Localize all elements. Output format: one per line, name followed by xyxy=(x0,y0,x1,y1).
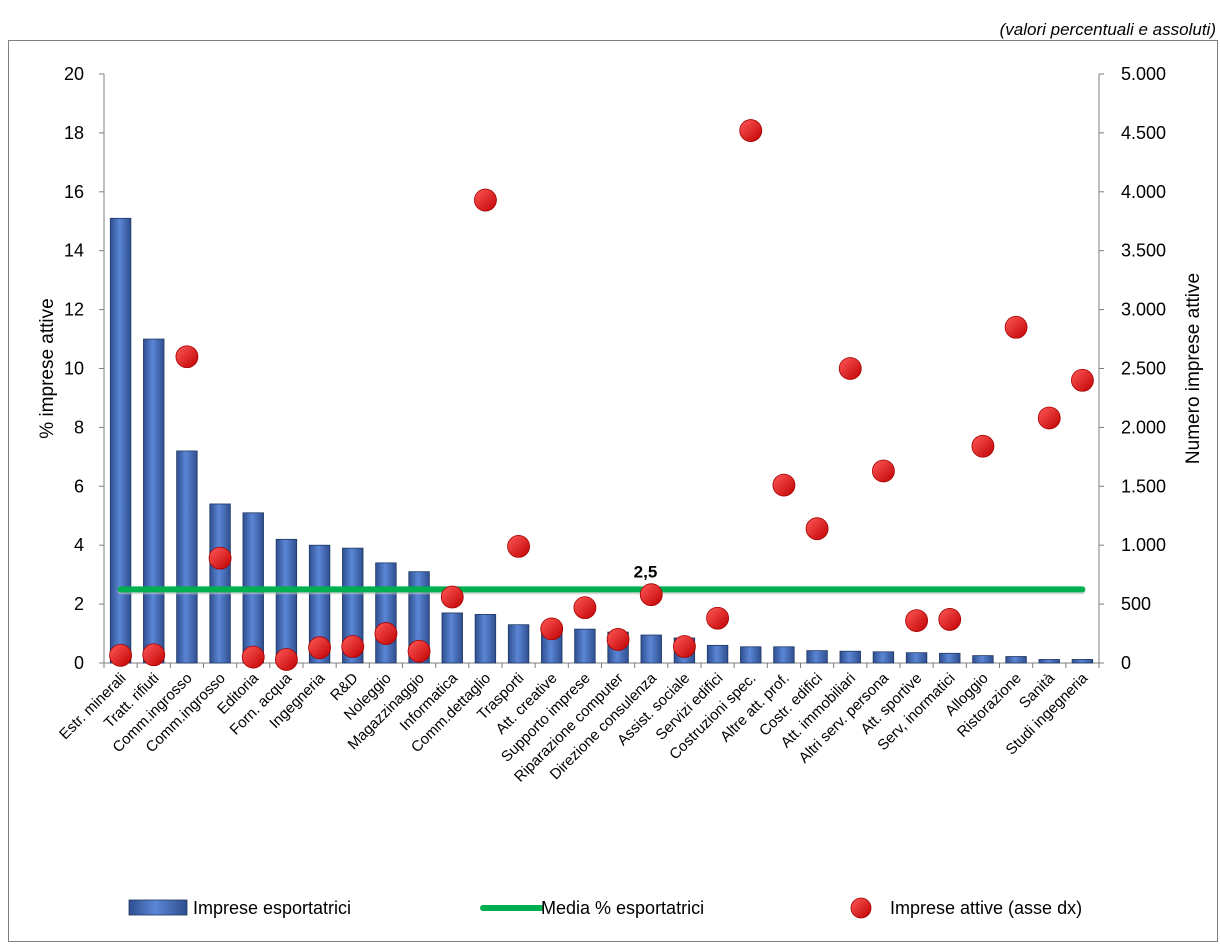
point xyxy=(905,609,928,632)
point xyxy=(739,119,763,142)
bar xyxy=(773,646,795,664)
point xyxy=(872,459,895,483)
bar xyxy=(1038,659,1060,664)
point xyxy=(1004,315,1028,339)
bar xyxy=(740,646,762,664)
point xyxy=(606,628,630,651)
bar xyxy=(308,544,331,664)
point xyxy=(341,635,365,658)
y-tick-label-right: 2.000 xyxy=(1121,417,1166,437)
legend-label-points: Imprese attive (asse dx) xyxy=(890,898,1082,918)
legend-label-bars: Imprese esportatrici xyxy=(193,898,351,918)
point xyxy=(838,357,862,380)
point xyxy=(938,608,962,631)
point xyxy=(706,606,729,630)
point xyxy=(275,648,298,671)
y-axis-title-left: % imprese attive xyxy=(37,298,58,438)
units-note: (valori percentuali e assoluti) xyxy=(999,20,1216,39)
point xyxy=(308,636,331,660)
bar xyxy=(939,652,961,664)
y-tick-label-right: 0 xyxy=(1121,653,1131,673)
point xyxy=(440,585,464,609)
chart-frame: 0 2 4 6 8 10 12 14 16 18 20 0 500 1.000 1.500 2.000 2.50… xyxy=(8,40,1218,942)
point xyxy=(474,188,497,212)
bar xyxy=(143,338,165,664)
point xyxy=(639,583,663,607)
bar xyxy=(1071,659,1094,664)
bar xyxy=(209,503,231,664)
point xyxy=(1071,368,1094,392)
y-tick-label-right: 5.000 xyxy=(1121,64,1166,84)
y-tick-label-left: 16 xyxy=(64,182,84,202)
bar xyxy=(706,644,729,664)
y-tick-label-left: 6 xyxy=(74,476,84,496)
bar xyxy=(905,652,928,664)
bar xyxy=(872,651,895,664)
y-tick-label-left: 12 xyxy=(64,300,84,320)
y-tick-label-left: 14 xyxy=(64,241,84,261)
bar xyxy=(806,650,828,664)
point xyxy=(540,617,564,641)
y-tick-label-right: 500 xyxy=(1121,594,1151,614)
point xyxy=(241,645,265,669)
bar xyxy=(441,612,463,664)
point xyxy=(507,534,530,558)
y-tick-label-left: 8 xyxy=(74,417,84,437)
y-tick-label-left: 18 xyxy=(64,123,84,143)
bar xyxy=(176,450,198,664)
y-axis-title-right: Numero imprese attive xyxy=(1183,273,1204,464)
point xyxy=(142,643,166,667)
chart-canvas: 0 2 4 6 8 10 12 14 16 18 20 0 500 1.000 1.500 2.000 2.50… xyxy=(37,64,1204,919)
bar xyxy=(275,538,298,664)
bar xyxy=(507,624,530,664)
y-tick-label-right: 4.500 xyxy=(1121,123,1166,143)
bar xyxy=(342,547,364,664)
point xyxy=(175,345,199,369)
y-tick-label-left: 10 xyxy=(64,359,84,379)
y-tick-label-right: 1.500 xyxy=(1121,476,1166,496)
bar xyxy=(1005,656,1027,664)
legend-swatch-points xyxy=(850,897,872,919)
bar xyxy=(839,650,861,664)
point xyxy=(1037,406,1061,430)
point xyxy=(971,434,995,458)
point xyxy=(673,635,696,658)
point xyxy=(407,639,431,663)
y-tick-label-left: 0 xyxy=(74,653,84,673)
point xyxy=(109,643,132,667)
bar xyxy=(408,571,430,664)
y-tick-label-left: 4 xyxy=(74,535,84,555)
y-tick-label-right: 3.000 xyxy=(1121,300,1166,320)
bar xyxy=(474,614,497,664)
bar xyxy=(640,634,662,664)
average-label: 2,5 xyxy=(634,562,658,581)
point xyxy=(772,473,796,497)
point xyxy=(805,517,829,541)
bar xyxy=(109,217,132,664)
legend-label-line: Media % esportatrici xyxy=(541,898,704,918)
point xyxy=(573,596,597,620)
y-tick-label-right: 2.500 xyxy=(1121,359,1166,379)
bar xyxy=(574,628,596,664)
legend-swatch-bars xyxy=(128,899,188,916)
bar xyxy=(375,562,397,664)
point xyxy=(374,622,398,645)
y-tick-label-left: 2 xyxy=(74,594,84,614)
y-tick-label-right: 4.000 xyxy=(1121,182,1166,202)
point xyxy=(208,546,232,570)
y-tick-label-right: 1.000 xyxy=(1121,535,1166,555)
y-tick-label-left: 20 xyxy=(64,64,84,84)
y-tick-label-right: 3.500 xyxy=(1121,241,1166,261)
bar xyxy=(972,655,994,664)
